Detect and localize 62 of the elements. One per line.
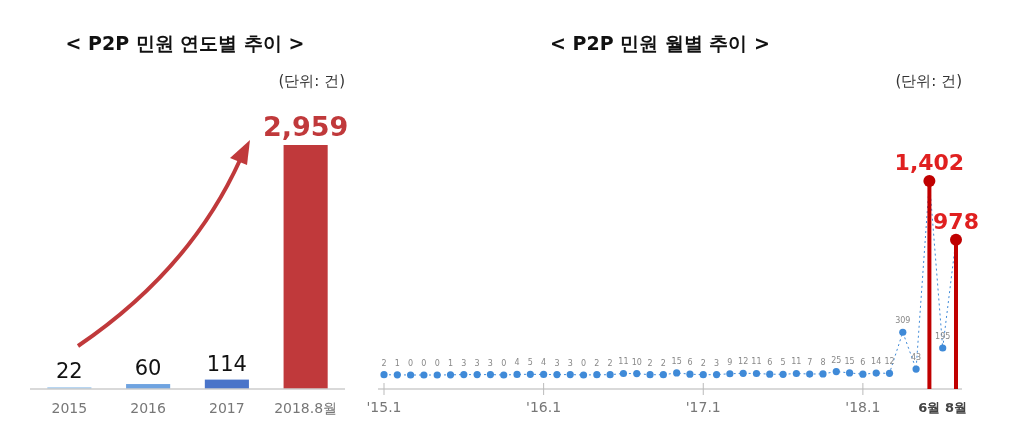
x-tick-label: 2015 (51, 400, 88, 416)
data-label: 7 (807, 358, 813, 368)
data-label: 9 (727, 357, 733, 367)
data-label: 4 (541, 358, 547, 368)
data-label: 5 (527, 358, 533, 368)
x-tick-label: 6월 (918, 400, 941, 415)
data-label: 4 (514, 358, 520, 368)
data-label: 15 (844, 356, 855, 366)
data-label: 6 (860, 358, 866, 368)
data-label: 114 (206, 351, 247, 376)
data-label: 5 (780, 358, 786, 368)
data-label: 2,959 (262, 111, 349, 142)
data-label: 11 (791, 357, 802, 367)
data-label: 195 (935, 332, 951, 342)
data-label: 0 (434, 359, 440, 368)
data-label: 1,402 (894, 150, 965, 175)
x-tick-label: '15.1 (366, 399, 402, 415)
x-tick-label: 2017 (209, 400, 245, 416)
data-label: 6 (687, 358, 693, 368)
x-tick-label: '17.1 (685, 399, 721, 415)
data-label: 10 (631, 357, 642, 367)
chart-title: < P2P 민원 연도별 추이 > (65, 32, 305, 54)
data-label: 12 (884, 357, 895, 367)
data-label: 0 (501, 359, 507, 368)
data-label: 2 (660, 358, 666, 368)
data-label: 14 (871, 357, 882, 367)
data-label: 12 (738, 357, 749, 367)
data-label: 978 (933, 208, 979, 234)
data-label: 3 (461, 358, 467, 368)
x-tick-label: 8월 (944, 400, 968, 415)
data-label: 2 (381, 358, 387, 368)
data-label: 8 (820, 357, 826, 367)
data-label: 3 (567, 358, 573, 368)
data-label: 60 (134, 356, 162, 381)
data-label: 22 (56, 359, 83, 384)
data-label: 309 (895, 316, 911, 326)
data-label: 2 (607, 358, 613, 368)
data-label: 3 (714, 358, 720, 368)
data-label: 43 (911, 353, 922, 363)
data-label: 6 (767, 358, 773, 368)
data-label: 0 (408, 359, 414, 368)
data-label: 2 (700, 358, 706, 368)
x-tick-label: 2018.8월 (274, 400, 338, 416)
data-label: 3 (487, 358, 493, 368)
data-label: 0 (421, 359, 427, 368)
data-label: 11 (618, 357, 629, 367)
data-label: 25 (831, 355, 842, 365)
data-label: 15 (671, 356, 682, 366)
data-label: 0 (580, 359, 587, 368)
text: (단위: 건) (278, 72, 345, 90)
x-tick-label: 2016 (130, 400, 167, 416)
data-label: 11 (751, 357, 762, 367)
text: (단위: 건) (895, 72, 962, 90)
chart-title: < P2P 민원 월별 추이 > (550, 32, 770, 54)
data-label: 2 (647, 358, 653, 368)
data-label: 3 (474, 358, 480, 368)
data-label: 2 (594, 358, 600, 368)
x-tick-label: '18.1 (845, 399, 881, 415)
data-label: 1 (447, 358, 454, 368)
x-tick-label: '16.1 (526, 399, 562, 415)
data-label: 3 (554, 358, 560, 368)
data-label: 1 (394, 358, 400, 368)
